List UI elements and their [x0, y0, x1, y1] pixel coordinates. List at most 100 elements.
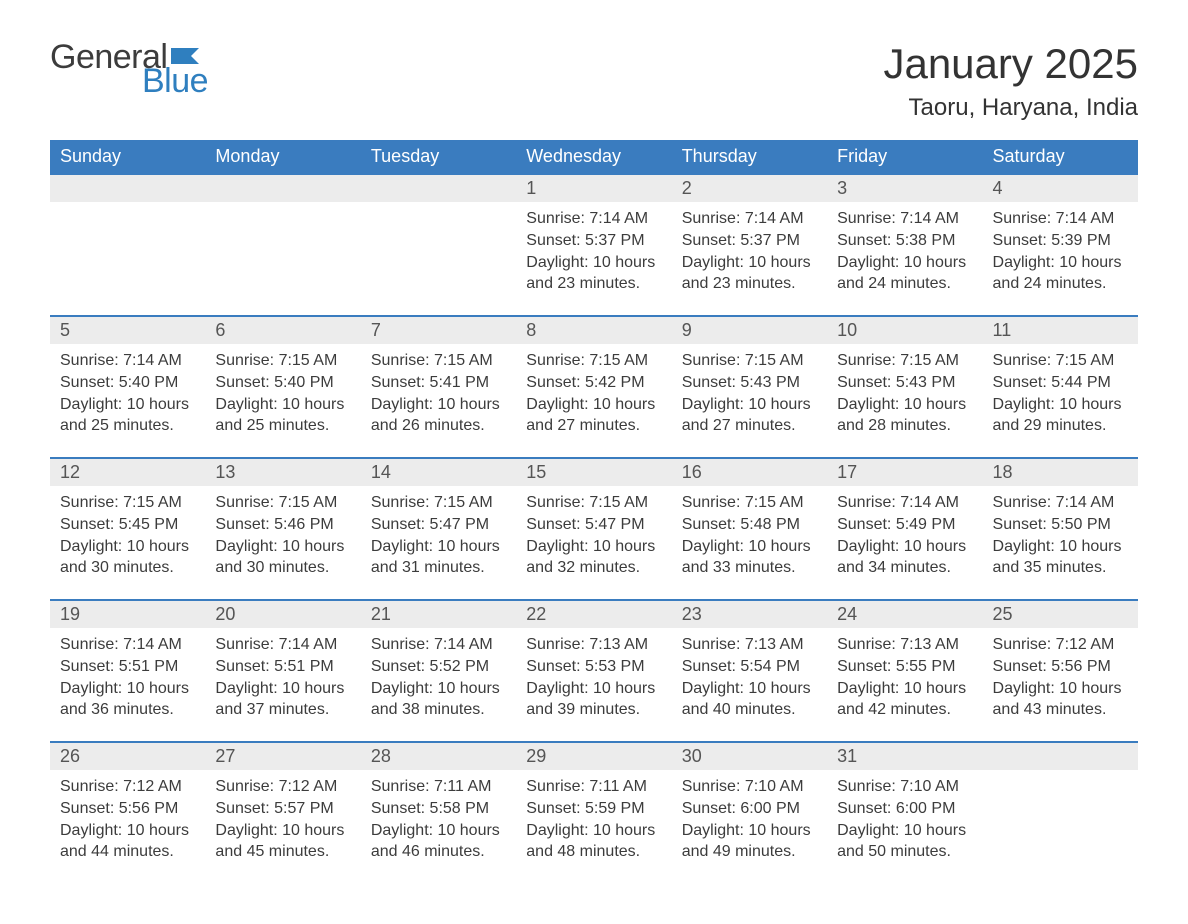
- day-cell: [50, 174, 205, 316]
- day-cell: 18Sunrise: 7:14 AMSunset: 5:50 PMDayligh…: [983, 458, 1138, 600]
- sunrise-text: Sunrise: 7:15 AM: [526, 350, 661, 372]
- day-number: 1: [516, 175, 671, 202]
- sunrise-text: Sunrise: 7:14 AM: [682, 208, 817, 230]
- sunset-text: Sunset: 5:48 PM: [682, 514, 817, 536]
- col-saturday: Saturday: [983, 140, 1138, 174]
- daylight-text: Daylight: 10 hours and 46 minutes.: [371, 820, 506, 863]
- day-cell: 20Sunrise: 7:14 AMSunset: 5:51 PMDayligh…: [205, 600, 360, 742]
- day-cell: 21Sunrise: 7:14 AMSunset: 5:52 PMDayligh…: [361, 600, 516, 742]
- day-content: Sunrise: 7:11 AMSunset: 5:59 PMDaylight:…: [516, 770, 671, 872]
- sunrise-text: Sunrise: 7:15 AM: [837, 350, 972, 372]
- sunrise-text: Sunrise: 7:15 AM: [682, 492, 817, 514]
- col-wednesday: Wednesday: [516, 140, 671, 174]
- day-cell: 22Sunrise: 7:13 AMSunset: 5:53 PMDayligh…: [516, 600, 671, 742]
- daylight-text: Daylight: 10 hours and 33 minutes.: [682, 536, 817, 579]
- day-cell: 24Sunrise: 7:13 AMSunset: 5:55 PMDayligh…: [827, 600, 982, 742]
- day-number: 14: [361, 459, 516, 486]
- daylight-text: Daylight: 10 hours and 31 minutes.: [371, 536, 506, 579]
- daylight-text: Daylight: 10 hours and 45 minutes.: [215, 820, 350, 863]
- day-content: Sunrise: 7:15 AMSunset: 5:47 PMDaylight:…: [361, 486, 516, 588]
- day-number: [50, 175, 205, 202]
- month-title: January 2025: [883, 40, 1138, 88]
- sunrise-text: Sunrise: 7:10 AM: [682, 776, 817, 798]
- daylight-text: Daylight: 10 hours and 24 minutes.: [993, 252, 1128, 295]
- sunset-text: Sunset: 5:47 PM: [526, 514, 661, 536]
- day-number: 24: [827, 601, 982, 628]
- sunset-text: Sunset: 5:49 PM: [837, 514, 972, 536]
- day-content: Sunrise: 7:14 AMSunset: 5:52 PMDaylight:…: [361, 628, 516, 730]
- day-cell: 30Sunrise: 7:10 AMSunset: 6:00 PMDayligh…: [672, 742, 827, 884]
- day-number: 29: [516, 743, 671, 770]
- daylight-text: Daylight: 10 hours and 30 minutes.: [215, 536, 350, 579]
- sunrise-text: Sunrise: 7:12 AM: [215, 776, 350, 798]
- day-content: Sunrise: 7:14 AMSunset: 5:37 PMDaylight:…: [672, 202, 827, 304]
- day-number: 3: [827, 175, 982, 202]
- day-content: Sunrise: 7:15 AMSunset: 5:42 PMDaylight:…: [516, 344, 671, 446]
- day-cell: 27 Sunrise: 7:12 AMSunset: 5:57 PMDayligh…: [205, 742, 360, 884]
- daylight-text: Daylight: 10 hours and 49 minutes.: [682, 820, 817, 863]
- sunrise-text: Sunrise: 7:11 AM: [526, 776, 661, 798]
- day-content: Sunrise: 7:15 AMSunset: 5:46 PMDaylight:…: [205, 486, 360, 588]
- day-number: 19: [50, 601, 205, 628]
- sunrise-text: Sunrise: 7:14 AM: [837, 492, 972, 514]
- day-content: Sunrise: 7:12 AMSunset: 5:56 PMDaylight:…: [50, 770, 205, 872]
- day-number: 27: [205, 743, 360, 770]
- calendar-body: 1Sunrise: 7:14 AMSunset: 5:37 PMDaylight…: [50, 174, 1138, 884]
- sunrise-text: Sunrise: 7:15 AM: [526, 492, 661, 514]
- daylight-text: Daylight: 10 hours and 37 minutes.: [215, 678, 350, 721]
- day-cell: 9Sunrise: 7:15 AMSunset: 5:43 PMDaylight…: [672, 316, 827, 458]
- daylight-text: Daylight: 10 hours and 26 minutes.: [371, 394, 506, 437]
- sunrise-text: Sunrise: 7:14 AM: [371, 634, 506, 656]
- sunset-text: Sunset: 5:56 PM: [60, 798, 195, 820]
- day-number: 6: [205, 317, 360, 344]
- daylight-text: Daylight: 10 hours and 35 minutes.: [993, 536, 1128, 579]
- week-row: 12Sunrise: 7:15 AMSunset: 5:45 PMDayligh…: [50, 458, 1138, 600]
- daylight-text: Daylight: 10 hours and 27 minutes.: [526, 394, 661, 437]
- sunrise-text: Sunrise: 7:15 AM: [215, 492, 350, 514]
- day-content: Sunrise: 7:13 AMSunset: 5:53 PMDaylight:…: [516, 628, 671, 730]
- day-number: 7: [361, 317, 516, 344]
- day-cell: 6Sunrise: 7:15 AMSunset: 5:40 PMDaylight…: [205, 316, 360, 458]
- day-content: Sunrise: 7:14 AMSunset: 5:50 PMDaylight:…: [983, 486, 1138, 588]
- day-number: 28: [361, 743, 516, 770]
- day-content: Sunrise: 7:15 AMSunset: 5:43 PMDaylight:…: [827, 344, 982, 446]
- sunset-text: Sunset: 5:40 PM: [215, 372, 350, 394]
- day-number: 17: [827, 459, 982, 486]
- day-cell: 12Sunrise: 7:15 AMSunset: 5:45 PMDayligh…: [50, 458, 205, 600]
- sunset-text: Sunset: 5:39 PM: [993, 230, 1128, 252]
- page-header: General Blue January 2025 Taoru, Haryana…: [50, 40, 1138, 122]
- daylight-text: Daylight: 10 hours and 25 minutes.: [215, 394, 350, 437]
- col-friday: Friday: [827, 140, 982, 174]
- day-cell: 15Sunrise: 7:15 AMSunset: 5:47 PMDayligh…: [516, 458, 671, 600]
- sunset-text: Sunset: 5:41 PM: [371, 372, 506, 394]
- day-number: [361, 175, 516, 202]
- day-content: Sunrise: 7:15 AMSunset: 5:47 PMDaylight:…: [516, 486, 671, 588]
- day-number: 20: [205, 601, 360, 628]
- day-content: Sunrise: 7:15 AMSunset: 5:44 PMDaylight:…: [983, 344, 1138, 446]
- sunset-text: Sunset: 5:55 PM: [837, 656, 972, 678]
- day-content: Sunrise: 7:15 AMSunset: 5:43 PMDaylight:…: [672, 344, 827, 446]
- day-cell: 7Sunrise: 7:15 AMSunset: 5:41 PMDaylight…: [361, 316, 516, 458]
- daylight-text: Daylight: 10 hours and 27 minutes.: [682, 394, 817, 437]
- day-number: 2: [672, 175, 827, 202]
- sunset-text: Sunset: 5:53 PM: [526, 656, 661, 678]
- sunrise-text: Sunrise: 7:13 AM: [526, 634, 661, 656]
- daylight-text: Daylight: 10 hours and 23 minutes.: [526, 252, 661, 295]
- day-content: Sunrise: 7:15 AMSunset: 5:48 PMDaylight:…: [672, 486, 827, 588]
- sunrise-text: Sunrise: 7:11 AM: [371, 776, 506, 798]
- day-cell: 3Sunrise: 7:14 AMSunset: 5:38 PMDaylight…: [827, 174, 982, 316]
- sunset-text: Sunset: 5:57 PM: [215, 798, 350, 820]
- daylight-text: Daylight: 10 hours and 40 minutes.: [682, 678, 817, 721]
- sunset-text: Sunset: 5:58 PM: [371, 798, 506, 820]
- sunset-text: Sunset: 5:40 PM: [60, 372, 195, 394]
- sunrise-text: Sunrise: 7:14 AM: [993, 492, 1128, 514]
- daylight-text: Daylight: 10 hours and 43 minutes.: [993, 678, 1128, 721]
- day-content: Sunrise: 7:14 AMSunset: 5:37 PMDaylight:…: [516, 202, 671, 304]
- week-row: 26Sunrise: 7:12 AMSunset: 5:56 PMDayligh…: [50, 742, 1138, 884]
- daylight-text: Daylight: 10 hours and 38 minutes.: [371, 678, 506, 721]
- day-number: 15: [516, 459, 671, 486]
- daylight-text: Daylight: 10 hours and 42 minutes.: [837, 678, 972, 721]
- sunset-text: Sunset: 5:54 PM: [682, 656, 817, 678]
- sunrise-text: Sunrise: 7:14 AM: [837, 208, 972, 230]
- day-number: 5: [50, 317, 205, 344]
